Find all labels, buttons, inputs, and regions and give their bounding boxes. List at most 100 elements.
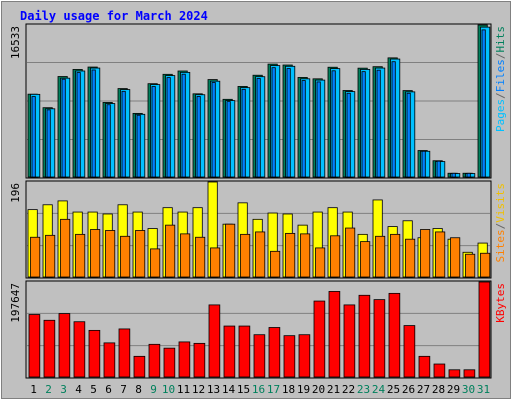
day-group [447, 172, 461, 178]
x-tick-label: 10 [162, 383, 175, 396]
day-group [328, 291, 341, 378]
sites-bar-fill [270, 250, 281, 278]
sites-bar [30, 236, 41, 278]
kbytes-bar-fill [238, 325, 251, 378]
kbytes-bar [433, 363, 446, 378]
kbytes-bar-fill [28, 314, 41, 378]
legend-entry: KBytes [494, 283, 507, 323]
day-group [162, 207, 176, 278]
sites-bar [330, 235, 341, 278]
files-bar [346, 92, 351, 178]
x-tick-label: 11 [177, 383, 190, 396]
day-group [178, 341, 191, 378]
day-group [282, 213, 296, 278]
sites-bar-fill [180, 233, 191, 278]
sites-bar-fill [390, 233, 401, 278]
sites-bar [300, 233, 311, 278]
kbytes-bar-fill [388, 292, 401, 378]
files-bar-fill [451, 172, 456, 178]
files-bar-fill [286, 68, 291, 178]
day-group [388, 292, 401, 378]
x-tick-label: 20 [312, 383, 325, 396]
day-group [447, 237, 461, 278]
kbytes-bar [58, 313, 71, 378]
sites-bar [465, 253, 476, 278]
day-group [102, 213, 116, 278]
files-bar-fill [166, 77, 171, 178]
files-bar-fill [376, 69, 381, 178]
kbytes-bar [298, 334, 311, 378]
x-tick-label: 24 [372, 383, 386, 396]
day-group [207, 181, 221, 278]
sites-bar-fill [90, 229, 101, 278]
day-group [417, 150, 431, 178]
sites-bar [180, 233, 191, 278]
day-group [117, 204, 131, 278]
day-group [192, 93, 206, 178]
files-bar-fill [226, 101, 231, 178]
day-group [313, 300, 326, 378]
kbytes-bar-fill [478, 281, 491, 378]
day-group [132, 211, 146, 278]
sites-bar-fill [60, 218, 71, 278]
day-group [42, 204, 56, 278]
day-group [357, 233, 371, 278]
day-group [268, 327, 281, 378]
sites-bar-fill [480, 252, 491, 278]
kbytes-bar [313, 300, 326, 378]
legend-entry: Sites [494, 229, 507, 262]
sites-bar-fill [405, 238, 416, 278]
kbytes-bar-fill [283, 335, 296, 378]
files-bar-fill [61, 78, 66, 178]
day-group [402, 90, 416, 178]
day-group [387, 57, 401, 178]
day-group [27, 93, 41, 178]
sites-bar [270, 250, 281, 278]
sites-bar-fill [330, 235, 341, 278]
sites-bar-fill [105, 230, 116, 278]
kbytes-bar [73, 321, 86, 378]
x-tick-label: 1 [30, 383, 37, 396]
sites-bar [210, 247, 221, 278]
day-group [72, 69, 86, 178]
day-group [373, 299, 386, 378]
files-bar-fill [256, 78, 261, 178]
sites-bar [375, 235, 386, 278]
kbytes-bar [253, 334, 266, 378]
day-group [177, 211, 191, 278]
files-bar [256, 78, 261, 178]
x-tick-label: 14 [222, 383, 236, 396]
sites-bar-fill [240, 233, 251, 278]
day-group [252, 218, 266, 278]
files-bar [421, 150, 426, 178]
sites-bar [345, 227, 356, 278]
panel-max-label: 197647 [9, 283, 22, 323]
legend-entry: Files [494, 59, 507, 92]
kbytes-bar [88, 329, 101, 378]
kbytes-bar-fill [268, 327, 281, 378]
sites-bar [105, 230, 116, 278]
sites-bar-fill [135, 230, 146, 278]
x-tick-label: 7 [120, 383, 127, 396]
x-tick-label: 27 [417, 383, 430, 396]
kbytes-bar-fill [163, 347, 176, 378]
files-bar-fill [481, 29, 486, 178]
day-group [57, 200, 71, 278]
files-bar-fill [151, 86, 156, 178]
day-group [283, 335, 296, 378]
day-group [102, 102, 116, 178]
files-bar-fill [31, 96, 36, 178]
files-bar [451, 172, 456, 178]
kbytes-bar [28, 314, 41, 378]
files-bar-fill [406, 92, 411, 178]
files-bar [106, 104, 111, 178]
files-bar-fill [196, 96, 201, 178]
kbytes-bar-fill [448, 369, 461, 378]
files-bar-fill [46, 109, 51, 178]
kbytes-bar-fill [298, 334, 311, 378]
kbytes-bar-fill [178, 341, 191, 378]
panel-max-label: 16533 [9, 26, 22, 59]
x-tick-label: 13 [207, 383, 220, 396]
sites-bar [135, 230, 146, 278]
